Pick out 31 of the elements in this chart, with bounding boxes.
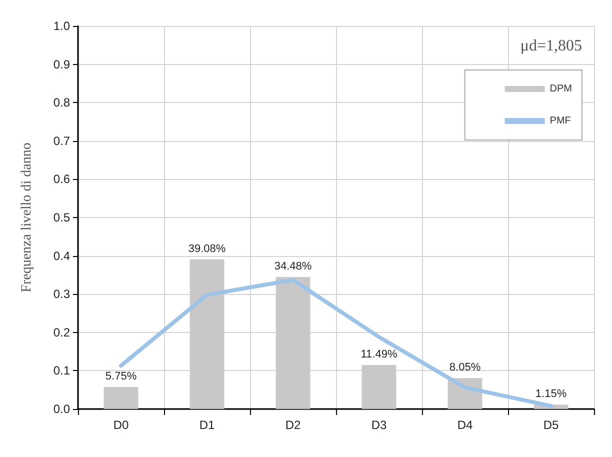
y-tick-label: 0.4	[53, 248, 70, 263]
data-label: 34.48%	[274, 260, 312, 272]
y-tick-label: 0.3	[53, 287, 70, 302]
y-tick-label: 0.5	[53, 210, 70, 224]
annotation: μd=1,805	[520, 38, 582, 54]
y-tick-label: 0.1	[53, 364, 70, 378]
y-tick-label: 0.8	[53, 96, 70, 110]
x-tick-label: D0	[113, 418, 129, 432]
x-tick-label: D2	[285, 418, 301, 432]
bar	[276, 276, 310, 409]
legend-label: DPM	[550, 84, 572, 94]
bar	[104, 386, 138, 409]
data-label: 8.05%	[449, 362, 481, 374]
x-tick-label: D1	[199, 418, 215, 432]
data-label: 5.75%	[105, 370, 137, 382]
data-label: 39.08%	[188, 242, 226, 255]
y-axis-title: Frequenza livello di danno	[20, 142, 34, 292]
y-tick-label: 0.6	[53, 172, 70, 186]
bar	[362, 364, 396, 409]
y-tick-label: 0.2	[53, 325, 70, 340]
y-tick-label: 1.0	[53, 19, 70, 33]
data-label: 11.49%	[360, 348, 398, 360]
y-tick-label: 0.9	[53, 57, 70, 72]
x-tick-label: D5	[543, 418, 559, 432]
data-label: 1.15%	[535, 388, 567, 400]
x-tick-label: D3	[371, 418, 387, 432]
x-tick-label: D4	[457, 418, 473, 432]
y-tick-label: 0.7	[53, 134, 70, 148]
legend-label: PMF	[550, 116, 571, 126]
y-tick-label: 0.0	[53, 402, 70, 416]
bar	[190, 259, 224, 409]
